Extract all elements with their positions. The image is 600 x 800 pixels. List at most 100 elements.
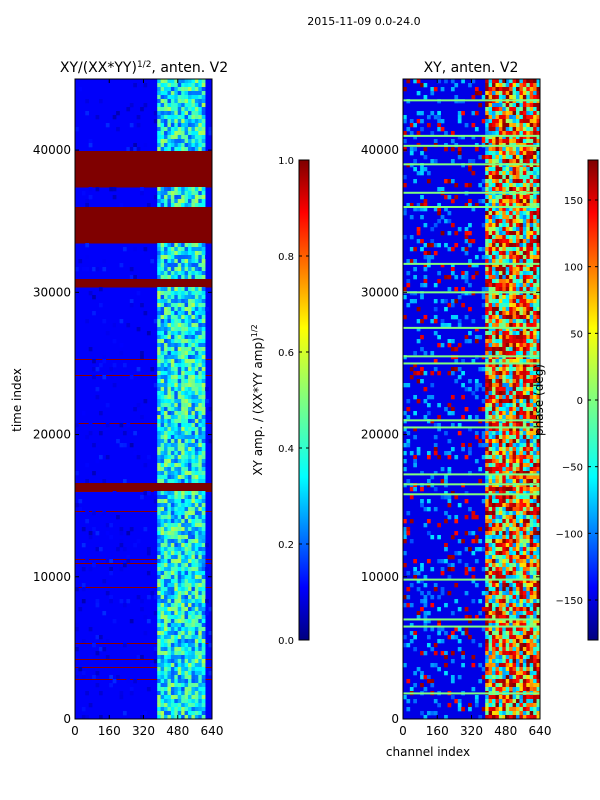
heatmap-cell — [198, 423, 203, 428]
heatmap-cell — [516, 391, 520, 396]
heatmap-cell — [512, 123, 517, 128]
heatmap-cell — [516, 315, 520, 320]
heatmap-cell — [522, 315, 527, 320]
heatmap-cell — [184, 691, 189, 696]
heatmap-cell — [181, 327, 185, 332]
heatmap-cell — [485, 371, 489, 376]
heatmap-cell — [426, 559, 431, 564]
heatmap-cell — [433, 583, 438, 588]
heatmap-cell — [164, 663, 168, 668]
heatmap-flag-line — [75, 375, 212, 376]
heatmap-cell — [198, 115, 203, 120]
heatmap-cell — [522, 343, 527, 348]
heatmap-cell — [184, 135, 189, 140]
heatmap-cell — [495, 551, 500, 556]
heatmap-cell — [181, 255, 185, 260]
heatmap-cell — [157, 467, 161, 472]
heatmap-cell — [526, 367, 531, 372]
heatmap-cell — [471, 207, 476, 212]
heatmap-cell — [116, 515, 120, 520]
heatmap-cell — [474, 583, 479, 588]
heatmap-cell — [495, 587, 500, 592]
heatmap-cell — [447, 303, 452, 308]
heatmap-cell — [194, 103, 199, 108]
heatmap-cell — [536, 395, 541, 400]
heatmap-cell — [430, 567, 435, 572]
heatmap-cell — [174, 115, 179, 120]
heatmap-cell — [529, 411, 534, 416]
heatmap-cell — [170, 307, 175, 312]
heatmap-cell — [492, 359, 496, 364]
heatmap-cell — [167, 687, 172, 692]
heatmap-cell — [198, 275, 203, 280]
heatmap-cell — [201, 491, 206, 496]
heatmap-cell — [512, 339, 517, 344]
heatmap-cell — [516, 575, 520, 580]
heatmap-cell — [522, 335, 527, 340]
heatmap-cell — [184, 663, 189, 668]
left-panel-title: XY/(XX*YY)1/2, anten. V2 — [60, 60, 228, 76]
heatmap-cell — [194, 339, 199, 344]
heatmap-cell — [198, 83, 203, 88]
heatmap-cell — [174, 395, 179, 400]
heatmap-cell — [170, 399, 175, 404]
heatmap-cell — [512, 159, 517, 164]
heatmap-cell — [450, 407, 455, 412]
heatmap-cell — [164, 695, 168, 700]
heatmap-cell — [188, 691, 192, 696]
heatmap-cell — [160, 203, 165, 208]
heatmap-cell — [498, 131, 503, 136]
heatmap-cell — [498, 83, 503, 88]
heatmap-cell — [177, 251, 182, 256]
heatmap-cell — [167, 431, 172, 436]
heatmap-cell — [522, 127, 527, 132]
heatmap-cell — [502, 383, 507, 388]
heatmap-cell — [174, 707, 179, 712]
heatmap-cell — [522, 151, 527, 156]
heatmap-cell — [529, 547, 534, 552]
heatmap-cell — [426, 395, 431, 400]
heatmap-cell — [184, 251, 189, 256]
heatmap-cell — [519, 287, 524, 292]
heatmap-cell — [92, 511, 96, 516]
heatmap-cell — [174, 559, 179, 564]
heatmap-cell — [498, 219, 503, 224]
heatmap-cell — [174, 79, 179, 84]
heatmap-cell — [488, 79, 493, 84]
heatmap-cell — [526, 563, 531, 568]
heatmap-cell — [471, 79, 476, 84]
heatmap-cell — [488, 371, 493, 376]
heatmap-cell — [85, 243, 89, 248]
heatmap-cell — [160, 111, 165, 116]
heatmap-cell — [516, 343, 520, 348]
heatmap-cell — [157, 663, 161, 668]
heatmap-cell — [505, 203, 510, 208]
heatmap-cell — [75, 627, 79, 632]
heatmap-cell — [450, 271, 455, 276]
heatmap-cell — [526, 375, 531, 380]
heatmap-cell — [536, 375, 541, 380]
heatmap-cell — [509, 495, 513, 500]
heatmap-cell — [98, 547, 103, 552]
heatmap-cell — [116, 323, 120, 328]
heatmap-cell — [529, 271, 534, 276]
heatmap-cell — [160, 515, 165, 520]
heatmap-cell — [505, 195, 510, 200]
heatmap-cell — [143, 83, 148, 88]
heatmap-cell — [174, 267, 179, 272]
heatmap-cell — [201, 103, 206, 108]
heatmap-cell — [181, 91, 185, 96]
heatmap-cell — [533, 367, 537, 372]
heatmap-cell — [201, 195, 206, 200]
heatmap-cell — [184, 499, 189, 504]
heatmap-cell — [164, 139, 168, 144]
heatmap-cell — [177, 295, 182, 300]
heatmap-cell — [464, 183, 469, 188]
heatmap-cell — [157, 83, 161, 88]
heatmap-cell — [133, 431, 137, 436]
heatmap-cell — [420, 283, 424, 288]
heatmap-cell — [481, 287, 486, 292]
heatmap-cell — [536, 119, 541, 124]
heatmap-cell — [529, 459, 534, 464]
heatmap-cell — [191, 127, 196, 132]
